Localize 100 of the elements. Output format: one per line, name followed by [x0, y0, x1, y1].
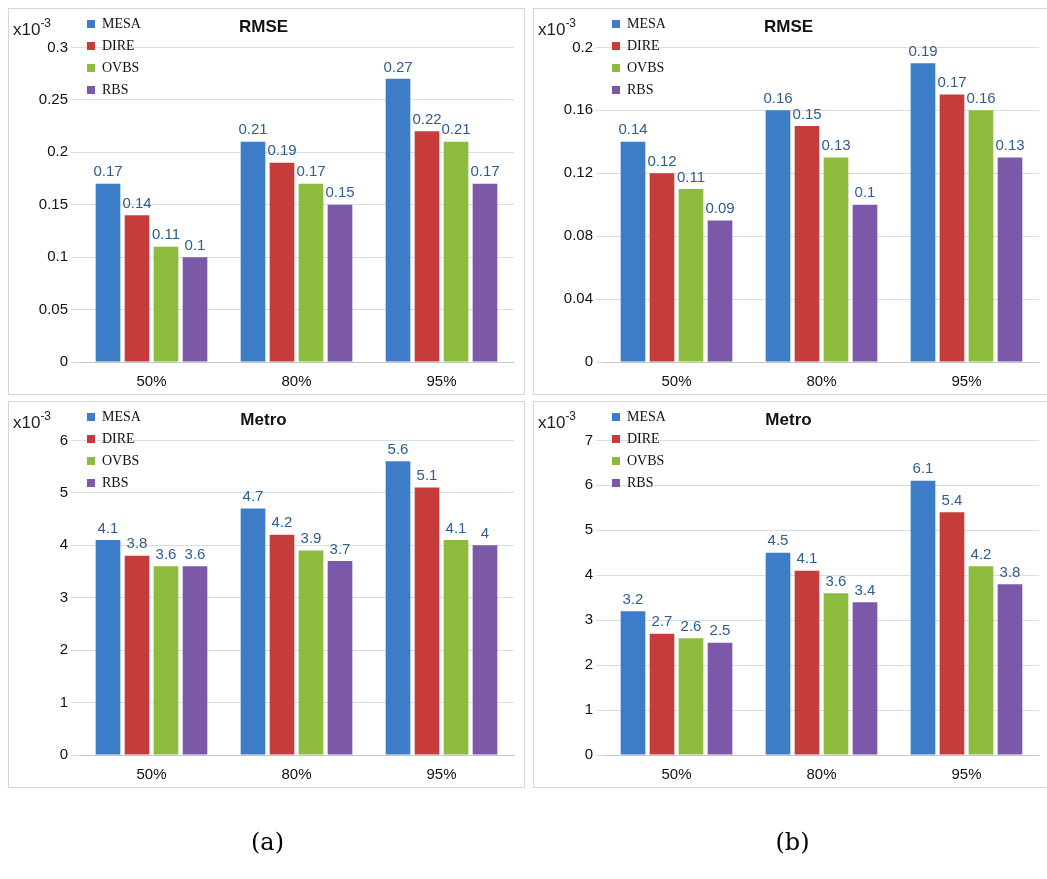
bar — [298, 183, 324, 362]
data-label: 0.15 — [792, 104, 822, 122]
legend-label: DIRE — [627, 37, 660, 53]
y-tick-label: 0.15 — [38, 194, 68, 212]
y-tick-label: 2 — [59, 640, 68, 658]
data-label: 4.5 — [767, 531, 789, 549]
data-label: 0.12 — [647, 151, 677, 169]
y-tick-label: 3 — [59, 587, 68, 605]
x-tick-label: 80% — [806, 372, 837, 390]
x-tick-label: 50% — [136, 765, 167, 783]
bar — [327, 561, 353, 755]
legend-label: RBS — [102, 81, 129, 97]
y-tick-label: 0.08 — [563, 226, 593, 244]
data-label: 3.6 — [184, 544, 206, 562]
y-tick-label: 0.25 — [38, 89, 68, 107]
data-label: 0.17 — [470, 162, 500, 180]
y-tick-label: 0.12 — [563, 163, 593, 181]
bar — [472, 183, 498, 362]
data-label: 0.16 — [966, 88, 996, 106]
legend-label: DIRE — [102, 430, 135, 446]
bar — [997, 157, 1023, 362]
bar — [910, 480, 936, 755]
bar — [124, 215, 150, 362]
data-label: 0.19 — [267, 141, 297, 159]
bar — [968, 566, 994, 755]
y-tick-label: 0.05 — [38, 299, 68, 317]
y-tick-label: 5 — [584, 520, 593, 538]
bar — [823, 593, 849, 755]
bar — [95, 183, 121, 362]
data-label: 4.7 — [242, 487, 264, 505]
data-label: 2.6 — [680, 616, 702, 634]
chart-title: Metro — [765, 409, 812, 429]
data-label: 0.17 — [296, 162, 326, 180]
y-tick-label: 7 — [584, 430, 593, 448]
bar — [997, 584, 1023, 755]
data-label: 3.8 — [999, 562, 1021, 580]
legend-label: OVBS — [102, 452, 140, 468]
data-label: 3.8 — [126, 534, 148, 552]
x-tick-label: 50% — [661, 372, 692, 390]
y-tick-label: 2 — [584, 655, 593, 673]
x-tick-label: 95% — [426, 765, 457, 783]
x-tick-label: 50% — [661, 765, 692, 783]
bar — [620, 611, 646, 755]
y-tick-label: 1 — [59, 692, 68, 710]
data-label: 4.2 — [271, 513, 293, 531]
data-label: 2.5 — [709, 621, 731, 639]
legend-label: MESA — [102, 15, 142, 31]
y-tick-label: 6 — [59, 430, 68, 448]
data-label: 0.17 — [93, 162, 123, 180]
data-label: 3.7 — [329, 539, 351, 557]
data-label: 5.6 — [387, 440, 409, 458]
data-label: 4.2 — [970, 544, 992, 562]
data-label: 0.11 — [676, 167, 706, 185]
legend-label: OVBS — [102, 59, 140, 75]
y-tick-label: 0 — [584, 745, 593, 763]
bar — [678, 188, 704, 362]
text: (a) — [249, 828, 285, 856]
legend-label: RBS — [627, 474, 654, 490]
bar — [649, 633, 675, 755]
bar — [269, 162, 295, 362]
data-label: 4.1 — [796, 549, 818, 567]
bar — [765, 110, 791, 362]
legend-label: OVBS — [627, 452, 665, 468]
y-tick-label: 0.2 — [47, 142, 68, 160]
text: (b) — [774, 828, 811, 856]
y-tick-label: 0.1 — [47, 247, 68, 265]
bar — [298, 550, 324, 755]
data-label: 0.1 — [184, 235, 206, 253]
legend-label: RBS — [627, 81, 654, 97]
bar — [153, 246, 179, 362]
bar — [240, 141, 266, 362]
x-tick-label: 50% — [136, 372, 167, 390]
data-label: 3.6 — [155, 544, 177, 562]
x-tick-label: 80% — [806, 765, 837, 783]
y-tick-label: 1 — [584, 700, 593, 718]
bar — [95, 540, 121, 755]
bar — [385, 461, 411, 755]
y-tick-label: 6 — [584, 475, 593, 493]
y-tick-label: 0.2 — [572, 37, 593, 55]
legend-label: DIRE — [102, 37, 135, 53]
bar — [182, 257, 208, 362]
legend-label: MESA — [627, 15, 667, 31]
y-tick-label: 0.16 — [563, 100, 593, 118]
x-tick-label: 95% — [951, 765, 982, 783]
data-label: 6.1 — [912, 459, 934, 477]
x-tick-label: 80% — [281, 765, 312, 783]
bar — [852, 204, 878, 362]
data-label: 0.14 — [618, 120, 648, 138]
y-tick-label: 4 — [59, 535, 68, 553]
data-label: 3.2 — [622, 589, 644, 607]
data-label: 2.7 — [651, 612, 673, 630]
bar — [182, 566, 208, 755]
data-label: 5.1 — [416, 466, 438, 484]
chart-title: Metro — [240, 409, 287, 429]
legend-label: DIRE — [627, 430, 660, 446]
legend-label: OVBS — [627, 59, 665, 75]
y-tick-label: 0.3 — [47, 37, 68, 55]
x-tick-label: 80% — [281, 372, 312, 390]
y-tick-label: 0 — [59, 352, 68, 370]
y-tick-label: 0.04 — [563, 289, 593, 307]
